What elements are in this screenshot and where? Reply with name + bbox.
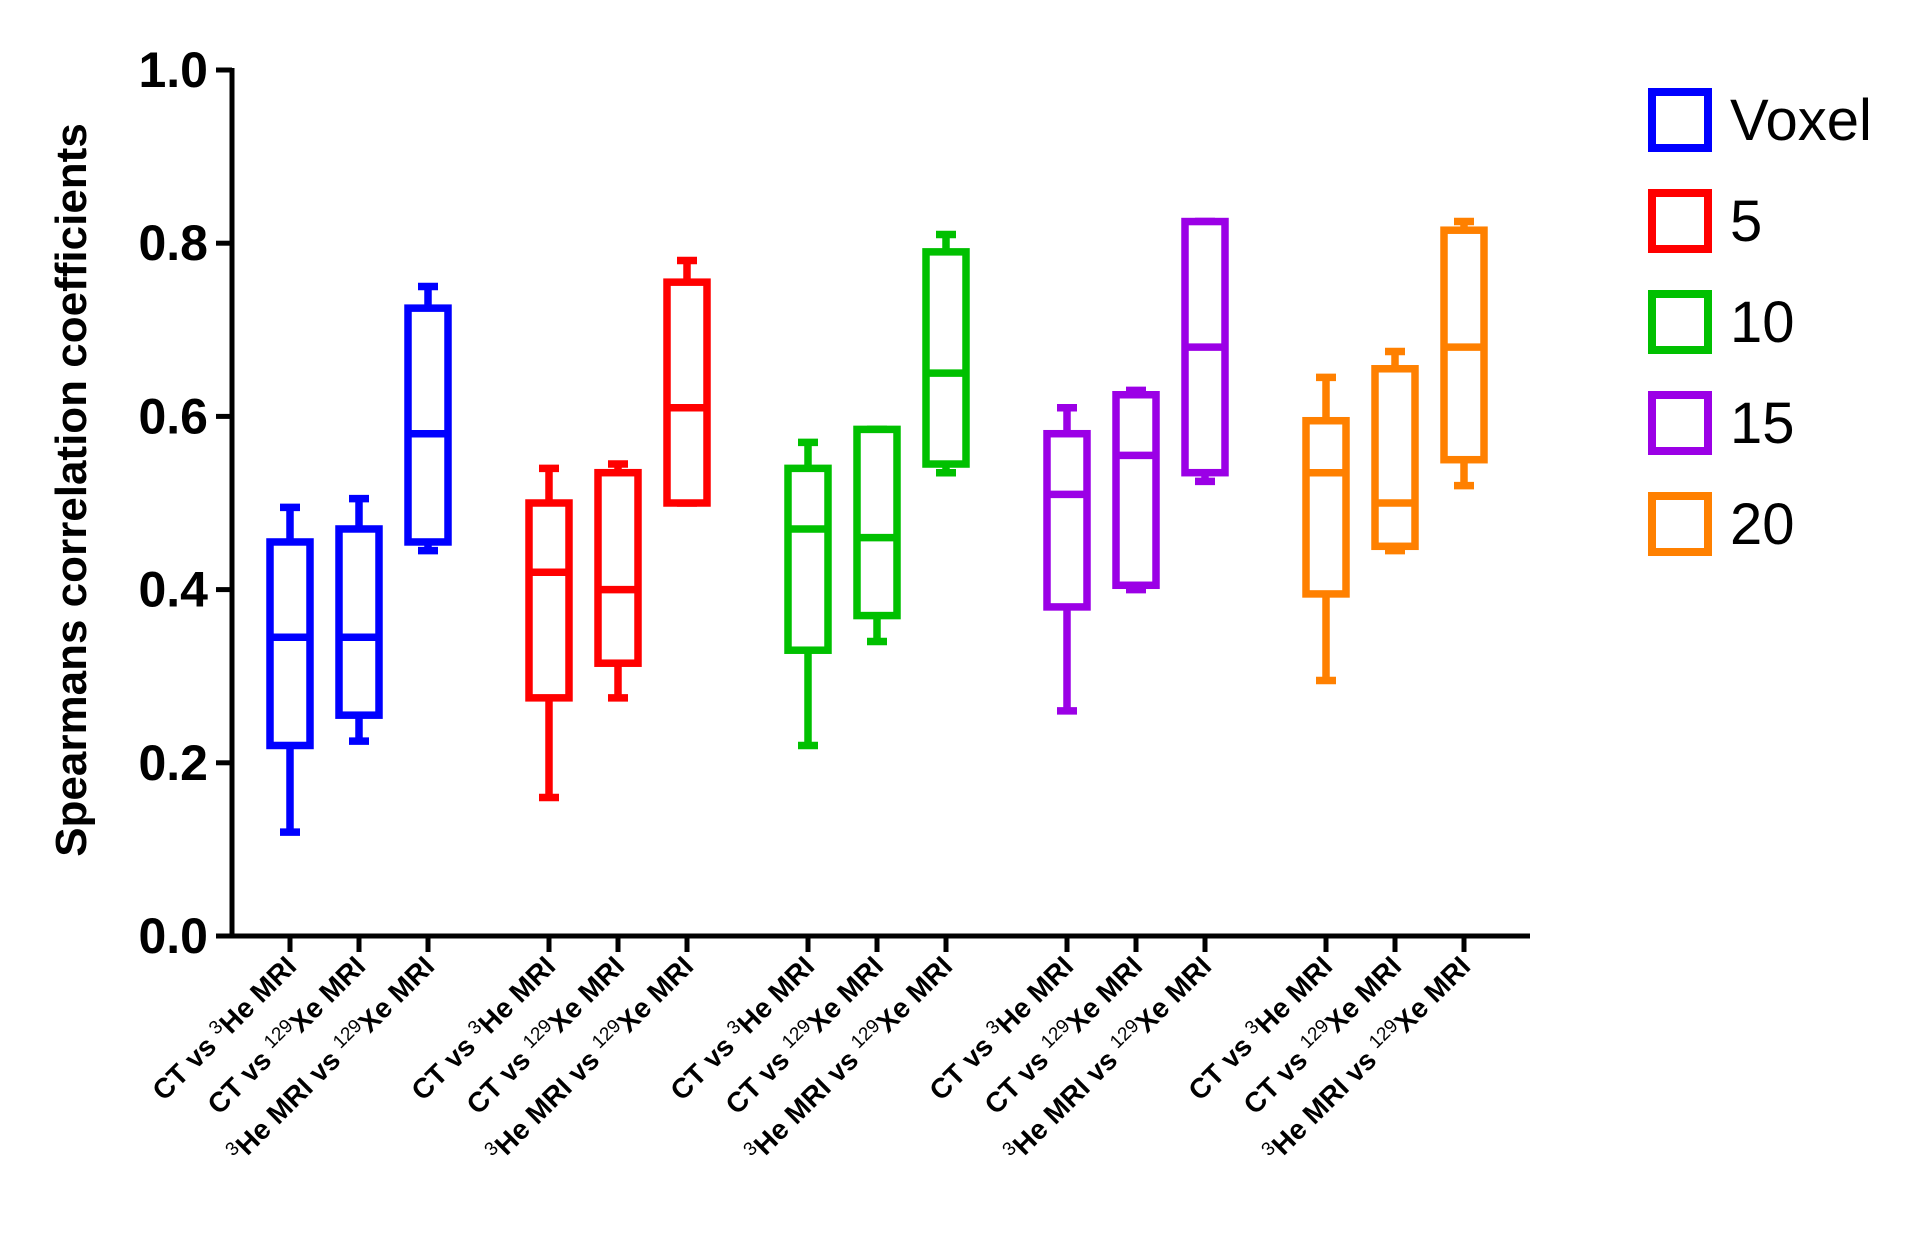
legend-swatch — [1648, 88, 1712, 152]
box-10-3 — [922, 230, 970, 477]
box-iqr — [266, 538, 314, 750]
box-iqr — [335, 525, 383, 719]
box-20-1 — [1302, 373, 1350, 685]
legend-label: 15 — [1730, 391, 1795, 456]
y-tick-label: 0.0 — [138, 908, 208, 964]
box-iqr — [525, 499, 573, 702]
box-20-3 — [1440, 217, 1488, 490]
legend-item-15: 15 — [1648, 391, 1795, 456]
legend-label: Voxel — [1730, 88, 1872, 153]
y-tick-label: 0.2 — [138, 735, 208, 791]
box-Voxel-3 — [404, 282, 452, 555]
y-axis-label: Spearmans correlation coefficients — [47, 123, 96, 857]
legend-item-Voxel: Voxel — [1648, 88, 1872, 153]
box-5-2 — [594, 460, 642, 702]
box-iqr — [1371, 365, 1419, 551]
box-iqr — [1043, 429, 1091, 611]
box-20-2 — [1371, 347, 1419, 555]
legend-item-20: 20 — [1648, 492, 1795, 557]
box-10-2 — [853, 425, 901, 646]
y-tick-label: 0.4 — [138, 562, 208, 618]
legend-label: 10 — [1730, 290, 1795, 355]
y-tick-label: 1.0 — [138, 42, 208, 98]
box-iqr — [404, 304, 452, 546]
box-iqr — [853, 425, 901, 620]
legend-item-10: 10 — [1648, 290, 1795, 355]
legend-item-5: 5 — [1648, 189, 1762, 254]
box-iqr — [663, 278, 711, 507]
box-5-3 — [663, 256, 711, 507]
legend-swatch — [1648, 492, 1712, 556]
box-5-1 — [525, 464, 573, 802]
box-Voxel-2 — [335, 494, 383, 745]
box-iqr — [922, 248, 970, 468]
y-tick-label: 0.8 — [138, 215, 208, 271]
legend-swatch — [1648, 391, 1712, 455]
box-iqr — [1112, 391, 1160, 590]
box-15-2 — [1112, 386, 1160, 594]
box-15-3 — [1181, 217, 1229, 486]
legend-swatch — [1648, 189, 1712, 253]
legend-label: 20 — [1730, 492, 1795, 557]
legend-label: 5 — [1730, 189, 1762, 254]
legend-swatch — [1648, 290, 1712, 354]
legend: Voxel 5 10 15 20 — [1648, 88, 1872, 557]
box-iqr — [594, 468, 642, 667]
box-iqr — [1302, 416, 1350, 598]
box-iqr — [784, 464, 832, 654]
box-10-1 — [784, 438, 832, 750]
box-Voxel-1 — [266, 503, 314, 836]
box-15-1 — [1043, 403, 1091, 715]
y-tick-label: 0.6 — [138, 388, 208, 444]
